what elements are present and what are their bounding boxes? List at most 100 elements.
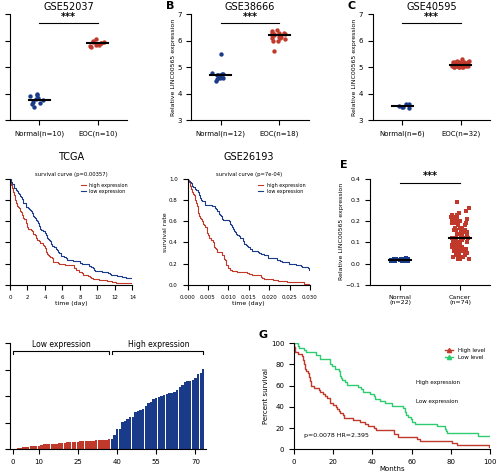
Point [456,228,464,236]
Point [458,224,466,231]
Bar [103,440,105,449]
Point [453,62,461,70]
Bar [40,445,42,449]
Point [272,26,280,34]
Point [95,41,103,49]
Point [387,258,395,265]
Text: TCGA: TCGA [58,152,84,162]
Bar [32,447,34,449]
Point [460,63,468,71]
Legend: high expression, low expression: high expression, low expression [256,181,308,196]
X-axis label: Months: Months [379,466,405,473]
Bar [92,441,95,449]
Bar [22,447,24,449]
Point [448,243,456,250]
Point [400,257,408,264]
Point [214,71,222,79]
Bar [186,381,189,449]
Point [216,74,224,82]
Point [400,257,407,264]
Point [452,241,460,248]
Bar [121,421,124,449]
Point [34,94,42,102]
Bar [20,448,22,449]
Bar [30,447,32,449]
Point [216,73,224,80]
Point [456,255,464,263]
Point [280,29,288,36]
Bar [53,444,56,449]
Legend: High level, Low level: High level, Low level [442,346,487,362]
Point [458,234,466,242]
Bar [66,442,68,449]
Bar [184,382,186,449]
Point [36,99,44,107]
Bar [76,442,79,449]
Bar [200,373,202,449]
Point [460,61,468,69]
Point [465,255,473,263]
Bar [16,448,19,449]
Point [398,255,406,263]
Text: Low expression: Low expression [416,399,458,403]
Point [455,245,463,253]
Bar [98,440,100,449]
Point [405,101,413,108]
Point [452,226,460,234]
Bar [43,444,45,449]
Bar [27,447,30,449]
Point [457,232,465,240]
Y-axis label: Relative LINC00565 expression: Relative LINC00565 expression [352,18,358,116]
Point [454,215,462,223]
Point [454,222,462,229]
Point [458,61,466,69]
Point [268,27,276,35]
Bar [144,406,147,449]
Bar [189,381,192,449]
Point [212,77,220,84]
Bar [142,409,144,449]
Bar [74,442,76,449]
Point [29,98,37,105]
Bar [166,394,168,449]
Point [453,230,461,237]
Bar [116,429,118,449]
Point [450,226,458,234]
Point [452,234,460,242]
Point [388,258,396,265]
Bar [137,411,139,449]
Bar [69,442,71,449]
Point [464,249,471,257]
Point [452,236,460,244]
Point [452,219,460,227]
Point [463,215,471,223]
Bar [118,429,121,449]
Y-axis label: Relative LINC00565 expression: Relative LINC00565 expression [171,18,176,116]
Text: ***: *** [424,12,439,22]
Point [218,70,226,78]
Point [401,258,409,265]
Point [34,90,42,97]
Text: B: B [166,1,174,11]
Point [92,35,100,43]
Text: E: E [340,159,347,170]
Point [462,222,469,229]
Point [454,61,462,69]
Point [458,243,466,250]
Point [462,245,470,253]
Point [268,29,276,36]
Point [448,213,456,221]
Point [462,62,469,70]
Point [400,257,408,264]
Bar [124,421,126,449]
X-axis label: time (day): time (day) [55,301,88,306]
Bar [114,435,116,449]
Title: GSE52037: GSE52037 [43,2,94,12]
Point [88,38,96,46]
Point [463,238,471,246]
Point [452,245,460,253]
Point [448,62,456,70]
Point [404,258,411,265]
Point [404,255,412,263]
Bar [95,440,98,449]
